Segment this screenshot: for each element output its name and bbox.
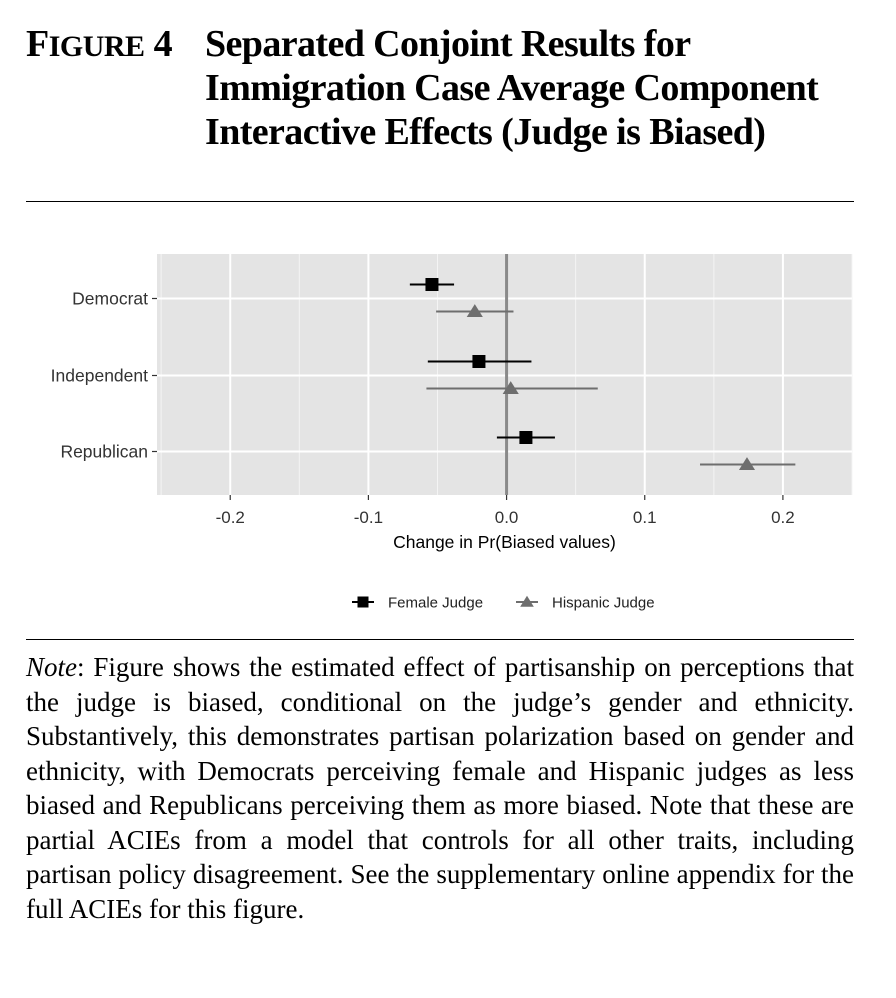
y-tick-label: Democrat [72, 289, 148, 309]
legend-label: Female Judge [388, 595, 483, 612]
female-judge-point [425, 278, 439, 291]
legend-label: Hispanic Judge [552, 595, 655, 612]
female-judge-point [472, 355, 486, 368]
figure-label-initial: F [26, 23, 49, 65]
x-axis-label: Change in Pr(Biased values) [393, 532, 616, 552]
legend-item-hispanic-judge: Hispanic Judge [516, 595, 655, 612]
note-lead: Note [26, 652, 77, 682]
y-tick-label: Independent [51, 366, 148, 386]
legend-key-marker [357, 596, 369, 608]
hispanic-judge-point [466, 304, 483, 318]
figure-title: Separated Conjoint Results for Immigrati… [205, 23, 819, 153]
note-text: : Figure shows the estimated effect of p… [26, 652, 854, 924]
title-rule [26, 201, 854, 202]
x-tick-label: 0.0 [495, 508, 519, 527]
note-rule [26, 639, 854, 640]
x-tick-label: 0.1 [633, 508, 657, 527]
x-tick-label: 0.2 [771, 508, 795, 527]
x-tick-label: -0.2 [216, 508, 245, 527]
chart: -0.2 -0.1 0.0 0.1 0.2 Democrat Independent Repu… [51, 254, 853, 612]
figure-number: 4 [153, 23, 173, 65]
legend-item-female-judge: Female Judge [352, 595, 483, 612]
hispanic-judge-point [502, 381, 519, 395]
legend-key-marker [520, 595, 534, 607]
female-judge-point [519, 431, 533, 444]
hispanic-judge-point [738, 457, 756, 471]
figure-note: Note: Figure shows the estimated effect … [26, 650, 854, 926]
figure-label-rest: IGURE [48, 30, 145, 63]
figure-label: FIGURE 4 [26, 22, 173, 69]
y-tick-label: Republican [60, 442, 148, 462]
x-tick-label: -0.1 [354, 508, 383, 527]
